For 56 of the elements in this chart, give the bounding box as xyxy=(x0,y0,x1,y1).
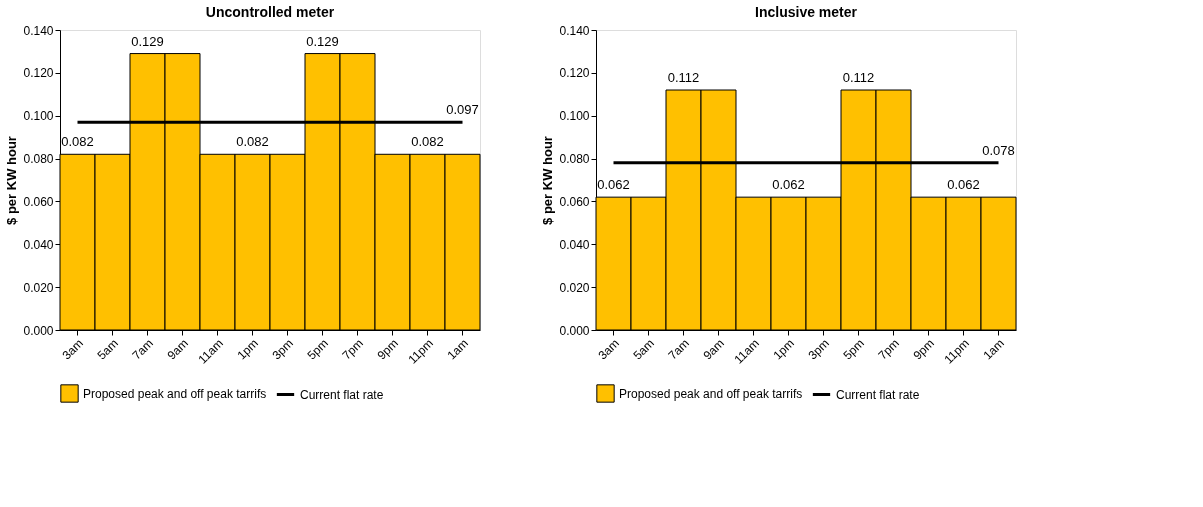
x-tick-label: 7am xyxy=(129,336,156,363)
x-tick-label: 7am xyxy=(665,336,692,363)
data-label: 0.112 xyxy=(667,70,700,85)
y-tick-label: 0.020 xyxy=(23,280,54,295)
legend-label: Current flat rate xyxy=(836,387,920,402)
data-label: 0.097 xyxy=(446,102,479,118)
x-tick-label: 1pm xyxy=(770,336,797,363)
x-tick-label: 7pm xyxy=(339,336,366,363)
x-tick-label: 1am xyxy=(980,336,1007,363)
y-tick-label: 0.120 xyxy=(23,66,54,81)
chart-title: Uncontrolled meter xyxy=(205,4,335,20)
data-label: 0.129 xyxy=(131,33,164,49)
x-tick-label: 5am xyxy=(630,336,657,363)
data-label: 0.082 xyxy=(411,134,444,150)
data-label: 0.062 xyxy=(597,177,630,193)
y-tick-label: 0.100 xyxy=(23,109,54,124)
y-axis-title: $ per KW hour xyxy=(4,136,20,225)
y-tick-label: 0.080 xyxy=(23,152,54,167)
y-tick-label: 0.060 xyxy=(559,194,590,209)
x-tick-label: 9pm xyxy=(910,336,937,363)
y-axis-title: $ per KW hour xyxy=(540,136,556,225)
x-tick-label: 1pm xyxy=(234,336,261,363)
x-tick-label: 7pm xyxy=(875,336,902,363)
x-tick-label: 9pm xyxy=(374,336,401,363)
x-tick-label: 5pm xyxy=(304,336,331,363)
y-tick-label: 0.140 xyxy=(559,23,590,38)
legend-label: Proposed peak and off peak tarrifs xyxy=(83,386,267,401)
x-tick-label: 5am xyxy=(94,336,121,363)
data-label: 0.082 xyxy=(236,134,269,150)
data-label: 0.078 xyxy=(982,142,1015,158)
x-tick-label: 3pm xyxy=(805,336,832,363)
y-tick-label: 0.020 xyxy=(559,280,590,295)
x-tick-label: 3pm xyxy=(269,336,296,363)
data-label: 0.082 xyxy=(61,134,94,150)
chart-title: Inclusive meter xyxy=(755,4,858,20)
y-tick-label: 0.000 xyxy=(23,323,54,338)
y-tick-label: 0.100 xyxy=(559,109,590,124)
data-label: 0.062 xyxy=(947,177,980,193)
y-tick-label: 0.040 xyxy=(23,237,54,252)
x-tick-label: 5pm xyxy=(840,336,867,363)
x-tick-label: 3am xyxy=(595,336,622,363)
y-tick-label: 0.140 xyxy=(23,23,54,38)
x-tick-label: 9am xyxy=(700,336,727,363)
y-tick-label: 0.060 xyxy=(23,194,54,209)
data-label: 0.112 xyxy=(842,70,875,85)
data-label: 0.129 xyxy=(306,33,339,49)
y-tick-label: 0.080 xyxy=(559,152,590,167)
x-tick-label: 1am xyxy=(444,336,471,363)
y-tick-label: 0.000 xyxy=(559,323,590,338)
data-label: 0.062 xyxy=(772,177,805,193)
y-tick-label: 0.040 xyxy=(559,237,590,252)
x-tick-label: 3am xyxy=(59,336,86,363)
x-tick-label: 9am xyxy=(164,336,191,363)
legend-label: Proposed peak and off peak tarrifs xyxy=(619,386,803,401)
legend-label: Current flat rate xyxy=(300,387,384,402)
y-tick-label: 0.120 xyxy=(559,66,590,81)
